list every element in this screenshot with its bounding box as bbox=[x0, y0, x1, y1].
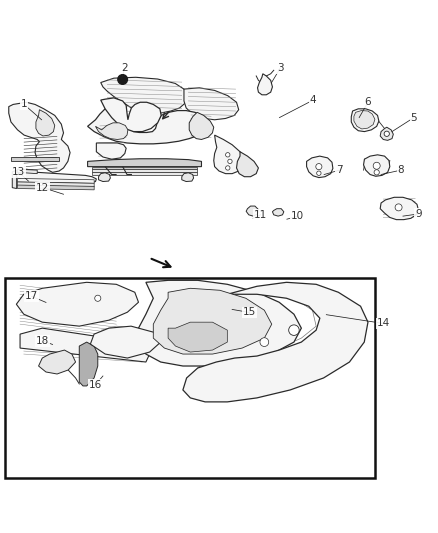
Text: 12: 12 bbox=[36, 183, 49, 192]
Polygon shape bbox=[101, 98, 161, 132]
Text: 4: 4 bbox=[310, 95, 317, 105]
Circle shape bbox=[289, 325, 299, 335]
Circle shape bbox=[373, 162, 380, 169]
Polygon shape bbox=[189, 112, 214, 140]
Polygon shape bbox=[307, 156, 333, 177]
Polygon shape bbox=[99, 173, 110, 182]
Polygon shape bbox=[88, 104, 209, 144]
Polygon shape bbox=[15, 169, 96, 183]
Text: 3: 3 bbox=[277, 63, 284, 73]
Polygon shape bbox=[182, 173, 194, 182]
Text: 10: 10 bbox=[291, 211, 304, 221]
Bar bbox=[5, 278, 375, 478]
Polygon shape bbox=[9, 102, 70, 172]
Polygon shape bbox=[364, 155, 390, 176]
Polygon shape bbox=[88, 159, 201, 167]
Polygon shape bbox=[184, 88, 239, 120]
Polygon shape bbox=[183, 282, 368, 402]
Polygon shape bbox=[258, 74, 272, 95]
Polygon shape bbox=[92, 167, 197, 169]
Text: 6: 6 bbox=[364, 97, 371, 107]
Text: 14: 14 bbox=[377, 318, 390, 328]
Polygon shape bbox=[36, 110, 55, 136]
Text: 17: 17 bbox=[25, 291, 38, 301]
Circle shape bbox=[226, 166, 230, 170]
Polygon shape bbox=[168, 322, 227, 352]
Text: 11: 11 bbox=[254, 210, 267, 220]
Circle shape bbox=[118, 75, 127, 84]
Circle shape bbox=[316, 164, 322, 169]
Polygon shape bbox=[20, 328, 150, 362]
Polygon shape bbox=[18, 185, 94, 190]
Polygon shape bbox=[138, 280, 301, 366]
Polygon shape bbox=[16, 282, 138, 326]
Polygon shape bbox=[237, 152, 258, 177]
Polygon shape bbox=[95, 123, 128, 140]
Circle shape bbox=[384, 131, 389, 136]
Polygon shape bbox=[11, 157, 59, 160]
Polygon shape bbox=[39, 350, 76, 374]
Polygon shape bbox=[351, 109, 379, 132]
Circle shape bbox=[95, 295, 101, 301]
Circle shape bbox=[228, 159, 232, 164]
Polygon shape bbox=[18, 169, 37, 174]
Text: 13: 13 bbox=[12, 167, 25, 177]
Polygon shape bbox=[18, 182, 94, 187]
Text: 5: 5 bbox=[410, 112, 417, 123]
Polygon shape bbox=[101, 77, 188, 114]
Polygon shape bbox=[79, 342, 98, 386]
Polygon shape bbox=[272, 209, 284, 216]
Text: 8: 8 bbox=[397, 165, 404, 175]
Circle shape bbox=[317, 171, 321, 175]
Polygon shape bbox=[90, 326, 161, 358]
Polygon shape bbox=[380, 127, 393, 140]
Polygon shape bbox=[354, 110, 375, 129]
Text: 1: 1 bbox=[21, 100, 28, 109]
Polygon shape bbox=[246, 206, 258, 216]
Text: 9: 9 bbox=[415, 209, 422, 219]
Polygon shape bbox=[380, 197, 418, 220]
Text: 15: 15 bbox=[243, 308, 256, 318]
Polygon shape bbox=[153, 288, 272, 354]
Text: 18: 18 bbox=[36, 336, 49, 346]
Text: 16: 16 bbox=[89, 379, 102, 390]
Circle shape bbox=[226, 152, 230, 157]
Polygon shape bbox=[96, 143, 126, 159]
Polygon shape bbox=[92, 169, 197, 172]
Circle shape bbox=[260, 338, 268, 346]
Text: 2: 2 bbox=[121, 63, 128, 73]
Polygon shape bbox=[18, 179, 94, 183]
Text: 7: 7 bbox=[336, 165, 343, 175]
Circle shape bbox=[374, 169, 379, 175]
Circle shape bbox=[395, 204, 402, 211]
Polygon shape bbox=[92, 172, 197, 174]
Polygon shape bbox=[12, 170, 17, 189]
Polygon shape bbox=[214, 135, 244, 174]
